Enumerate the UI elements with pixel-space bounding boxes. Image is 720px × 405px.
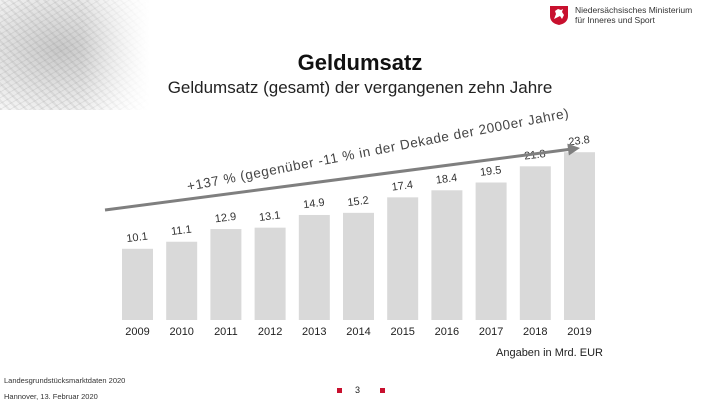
bar-2013 [298,214,330,320]
trend-annotation: +137 % (gegenüber -11 % in der Dekade de… [186,105,571,194]
x-tick-label-2016: 2016 [435,326,459,338]
ministry-name-line1: Niedersächsisches Ministerium [575,5,693,15]
value-label-2013: 14.9 [303,197,326,212]
bar-2014 [343,212,374,320]
ministry-name-line2: für Inneres und Sport [575,15,655,25]
x-tick-label-2017: 2017 [479,326,503,338]
ministry-logo: Niedersächsisches Ministerium für Innere… [548,4,692,26]
unit-note: Angaben in Mrd. EUR [496,347,603,359]
footer-bullet-right [380,388,385,393]
bar-2010 [166,241,198,320]
trend-arrow-head [567,143,580,156]
value-label-2015: 17.4 [391,179,414,194]
page-subtitle: Geldumsatz (gesamt) der vergangenen zehn… [167,78,553,97]
page-number: 3 [355,385,361,395]
x-tick-label-2019: 2019 [567,326,591,338]
footer-place-date: Hannover, 13. Februar 2020 [4,392,98,401]
footer-bullet-left [337,388,342,393]
x-tick-label-2009: 2009 [125,326,149,338]
bar-2012 [254,227,286,320]
trend-arrow-line [104,147,573,212]
value-label-2014: 15.2 [347,195,370,210]
bar-2018 [519,166,551,320]
bar-2019 [564,152,595,320]
footer-source: Landesgrundstücksmarktdaten 2020 [4,376,126,385]
page-title: Geldumsatz [297,50,423,75]
x-tick-label-2013: 2013 [302,326,326,338]
value-label-2019: 23.8 [568,134,591,149]
value-label-2017: 19.5 [479,164,502,179]
x-tick-label-2015: 2015 [390,326,414,338]
x-tick-label-2012: 2012 [258,326,282,338]
value-label-2016: 18.4 [435,172,458,187]
value-label-2011: 12.9 [214,211,237,226]
bar-2009 [122,248,153,320]
bar-2011 [210,229,242,320]
x-tick-label-2011: 2011 [214,326,238,338]
value-label-2010: 11.1 [170,224,192,238]
bar-2016 [431,190,463,320]
value-label-2012: 13.1 [258,209,281,224]
value-label-2009: 10.1 [126,231,149,246]
x-tick-label-2014: 2014 [346,326,370,338]
x-tick-label-2010: 2010 [169,326,193,338]
header-photo [0,0,150,110]
x-tick-label-2018: 2018 [523,326,547,338]
lower-saxony-horse-crest-icon [550,6,568,25]
bar-2015 [387,197,419,320]
bar-2017 [475,182,507,320]
